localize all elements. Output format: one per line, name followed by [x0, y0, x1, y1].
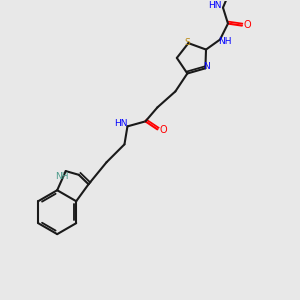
- Text: NH: NH: [218, 37, 232, 46]
- Text: O: O: [160, 125, 167, 135]
- Text: HN: HN: [114, 119, 127, 128]
- Text: S: S: [184, 38, 190, 46]
- Text: O: O: [243, 20, 251, 30]
- Text: N: N: [203, 62, 210, 71]
- Text: HN: HN: [208, 1, 222, 10]
- Text: NH: NH: [55, 172, 68, 181]
